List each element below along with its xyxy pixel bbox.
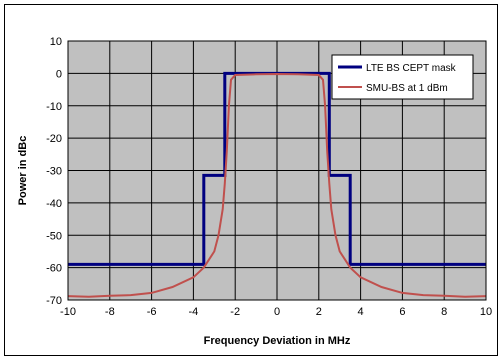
x-tick-label: -10 [60, 306, 76, 318]
x-tick-label: -8 [105, 306, 115, 318]
series-layer [68, 71, 486, 298]
legend-entry-lte-mask: LTE BS CEPT mask [366, 63, 457, 74]
y-tick-label: -20 [46, 133, 62, 145]
line-chart: -10 -8 -6 -4 -2 0 2 4 6 8 10100-10-20-30-40-50-60-… [17, 36, 492, 347]
x-tick-label: 4 [358, 306, 364, 318]
y-tick-label: -10 [46, 101, 62, 113]
x-tick-label: 8 [441, 306, 447, 318]
y-tick-label: -60 [46, 263, 62, 275]
y-tick-label: 10 [50, 36, 62, 48]
x-tick-label: -4 [189, 306, 199, 318]
legend-box [331, 54, 474, 100]
y-tick-label: 0 [56, 68, 62, 80]
x-tick-label: 2 [316, 306, 322, 318]
series-line-1 [68, 72, 486, 298]
chart-frame: -10 -8 -6 -4 -2 0 2 4 6 8 10 10 0 -10 -20 -30 -40 -50 -60-… [4, 4, 498, 356]
legend-entry-smu-bs: SMU-BS at 1 dBm [366, 83, 448, 94]
x-axis-title: Frequency Deviation in MHz [204, 335, 351, 347]
x-tick-label: 6 [399, 306, 405, 318]
x-tick-label: 10 [480, 306, 492, 318]
plot-border [67, 40, 487, 301]
x-tick-label: -6 [147, 306, 157, 318]
x-tick-label: 0 [274, 306, 280, 318]
y-tick-label: -40 [46, 198, 62, 210]
y-tick-label: -70 [46, 295, 62, 307]
y-tick-label: -30 [46, 166, 62, 178]
legend: LTE BS CEPT mask SMU-BS at 1 dBm [331, 54, 474, 100]
y-tick-label: -50 [46, 230, 62, 242]
y-axis-title: Power in dBc [17, 136, 29, 206]
x-tick-label: -2 [230, 306, 240, 318]
tick-labels: -10 -8 -6 -4 -2 0 2 4 6 8 10100-10-20-30-40-50-60-… [46, 36, 492, 318]
